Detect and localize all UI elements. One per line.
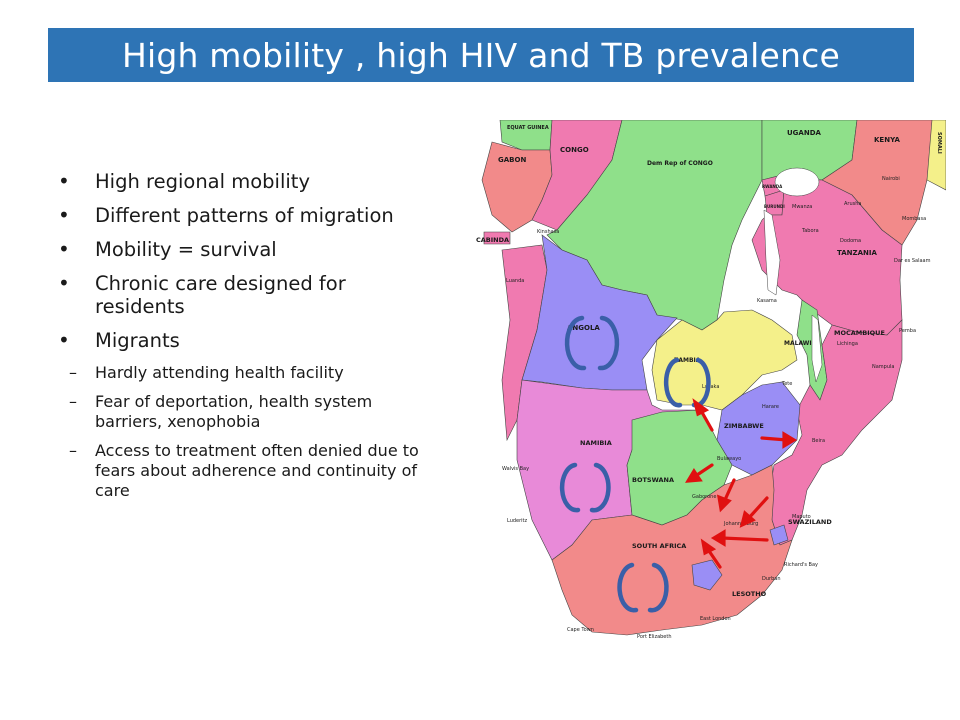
label-rwanda: RWANDA (762, 184, 783, 189)
label-gabon: GABON (498, 156, 526, 164)
city-cape-town: Cape Town (567, 627, 594, 633)
country-somalia (926, 120, 946, 191)
sub-bullet-item: Fear of deportation, health system barri… (58, 392, 425, 432)
country-cabinda (483, 231, 511, 245)
city-lusaka: Lusaka (702, 384, 719, 390)
city-pemba: Pemba (899, 328, 916, 334)
label-angola: ANGOLA (567, 324, 600, 332)
city-beira: Beira (812, 438, 825, 444)
city-dar: Dar es Salaam (894, 258, 931, 264)
sub-bullet-list: Hardly attending health facility Fear of… (58, 363, 468, 501)
arrow-icon (739, 496, 769, 528)
lake-victoria (774, 167, 820, 197)
cycle-icon-angola (564, 315, 620, 371)
city-harare: Harare (762, 404, 779, 410)
arrow-icon (685, 463, 714, 483)
bullet-item: Mobility = survival (58, 238, 468, 261)
city-kinshasa: Kinshasa (537, 229, 559, 235)
lake-tanganyika (763, 209, 781, 296)
sub-bullet-item: Access to treatment often denied due to … (58, 441, 425, 501)
city-arusha: Arusha (844, 201, 861, 207)
bullet-item: Chronic care designed for residents (58, 272, 435, 318)
label-swaziland: SWAZILAND (788, 518, 832, 526)
label-drc: Dem Rep of CONGO (647, 160, 713, 167)
city-tabora: Tabora (801, 228, 819, 234)
label-tanzania: TANZANIA (837, 249, 877, 257)
migration-arrows (685, 398, 798, 569)
city-kasama: Kasama (757, 298, 777, 304)
city-luanda: Luanda (506, 278, 524, 284)
label-malawi: MALAWI (784, 340, 812, 347)
arrow-icon (710, 529, 769, 547)
city-mombasa: Mombasa (902, 216, 926, 222)
label-namibia: NAMIBIA (580, 439, 612, 447)
label-somalia: SOMALI (936, 132, 942, 154)
sub-bullet-item: Hardly attending health facility (58, 363, 468, 383)
label-uganda: UGANDA (787, 129, 822, 137)
bullet-item: High regional mobility (58, 170, 468, 193)
arrow-icon (700, 538, 722, 569)
city-tete: Tete (781, 381, 792, 387)
bullet-list: High regional mobility Different pattern… (58, 170, 468, 510)
label-congo: CONGO (560, 146, 589, 154)
label-zimbabwe: ZIMBABWE (724, 422, 764, 430)
label-equatorial-guinea: EQUAT GUINEA (507, 125, 549, 131)
city-luderitz: Luderitz (507, 518, 528, 524)
country-swaziland (769, 524, 789, 546)
arrow-icon (716, 478, 736, 513)
city-lichinga: Lichinga (837, 341, 858, 347)
bullet-item: Different patterns of migration (58, 204, 468, 227)
bullet-item: Migrants (58, 329, 468, 352)
city-richards-bay: Richard's Bay (784, 562, 818, 568)
city-nairobi: Nairobi (882, 176, 900, 182)
city-dodoma: Dodoma (840, 238, 861, 244)
label-burundi: BURUNDI (764, 204, 785, 209)
lake-malawi (811, 314, 823, 383)
arrow-icon (760, 431, 798, 449)
label-zambia: ZAMBIA (674, 357, 701, 364)
label-botswana: BOTSWANA (632, 476, 674, 484)
city-nampula: Nampula (872, 364, 894, 370)
city-durban: Durban (762, 576, 780, 582)
label-mozambique: MOCAMBIQUE (834, 329, 885, 337)
country-lesotho (691, 559, 723, 591)
slide-title: High mobility , high HIV and TB prevalen… (121, 35, 841, 75)
label-south-africa: SOUTH AFRICA (632, 542, 686, 550)
label-kenya: KENYA (874, 136, 900, 144)
title-bar: High mobility , high HIV and TB prevalen… (48, 28, 914, 82)
city-gaborone: Gaborone (692, 494, 716, 500)
city-maputo: Maputo (792, 514, 811, 520)
arrow-icon (692, 398, 714, 432)
country-angola (521, 234, 678, 391)
label-lesotho: LESOTHO (732, 590, 767, 598)
label-cabinda: CABINDA (476, 236, 509, 244)
country-zambia (651, 309, 798, 411)
city-bulawayo: Bulawayo (717, 456, 741, 462)
city-port-elizabeth: Port Elizabeth (637, 634, 672, 640)
cycle-icon-south-africa (617, 562, 669, 613)
cycle-icon-namibia (559, 462, 611, 513)
city-mwanza: Mwanza (792, 204, 812, 210)
southern-africa-map: EQUAT GUINEA GABON CONGO Dem Rep of CONG… (462, 120, 946, 640)
city-walvis: Walvis Bay (502, 466, 529, 472)
city-east-london: East London (700, 616, 731, 622)
